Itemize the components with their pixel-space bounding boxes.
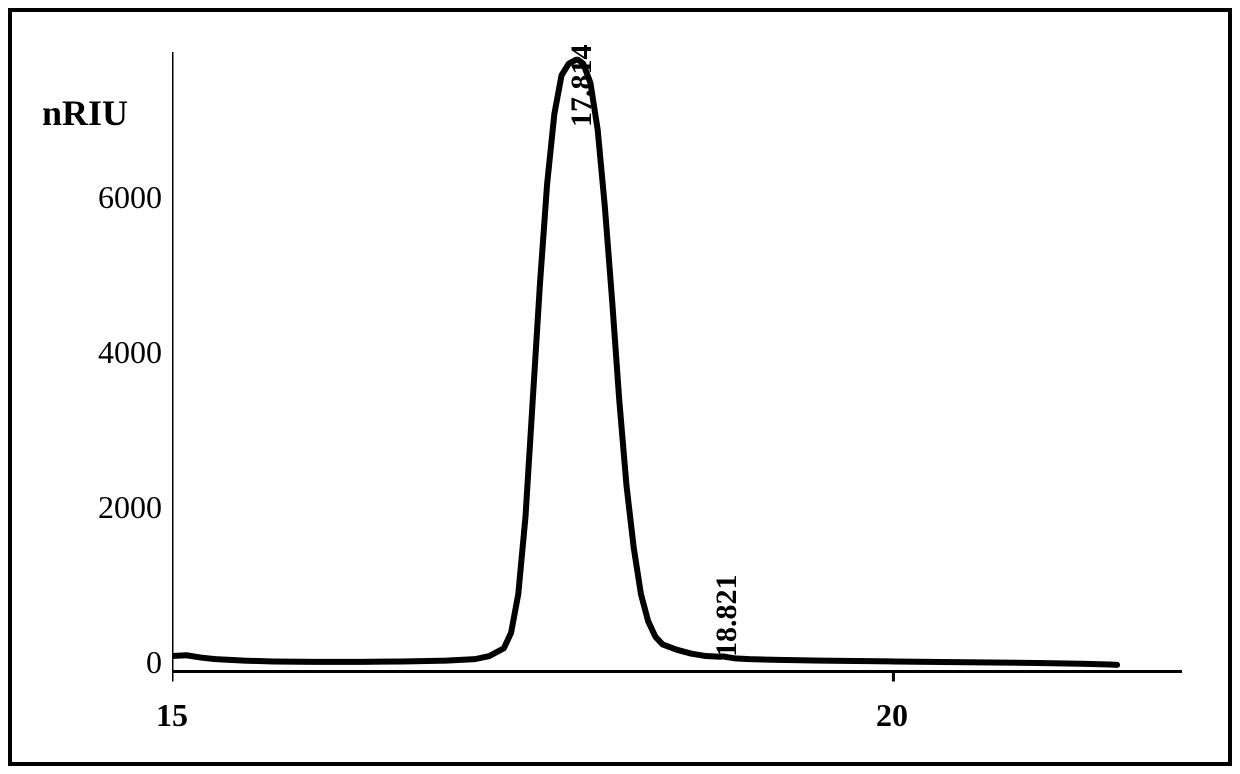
chart-outer-border: nRIU 0 2000 4000 6000 15 20 17.814 18.82… bbox=[8, 8, 1232, 766]
y-tick-2000: 2000 bbox=[82, 489, 162, 526]
y-tick-0: 0 bbox=[82, 644, 162, 681]
y-axis-label: nRIU bbox=[42, 92, 128, 134]
chromatogram-plot bbox=[172, 52, 1182, 687]
x-tick-15: 15 bbox=[147, 697, 197, 734]
x-tick-20: 20 bbox=[867, 697, 917, 734]
y-tick-6000: 6000 bbox=[82, 179, 162, 216]
y-tick-4000: 4000 bbox=[82, 334, 162, 371]
